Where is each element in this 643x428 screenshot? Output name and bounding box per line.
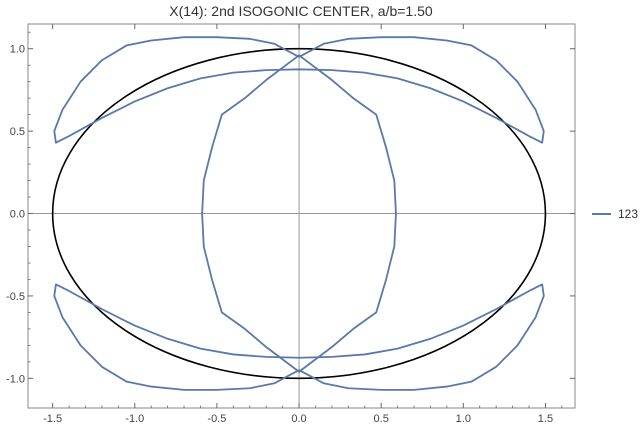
series-layer bbox=[53, 36, 545, 391]
axes-layer bbox=[28, 24, 575, 408]
x-tick-label: -0.5 bbox=[207, 413, 226, 425]
y-tick-label: -1.0 bbox=[6, 373, 25, 385]
series-0-segment-0 bbox=[53, 36, 545, 144]
plot-frame bbox=[27, 23, 576, 409]
y-tick-label: 1.0 bbox=[10, 44, 25, 56]
ellipse-layer bbox=[51, 47, 547, 380]
y-tick-label: -0.5 bbox=[6, 291, 25, 303]
x-tick-label: 0.0 bbox=[291, 413, 306, 425]
x-tick-label: 1.5 bbox=[538, 413, 553, 425]
y-tick-label: 0.0 bbox=[10, 209, 25, 221]
x-tick-label: -1.5 bbox=[43, 413, 62, 425]
y-tick-label: 0.5 bbox=[10, 126, 25, 138]
series-0-segment-2 bbox=[201, 54, 397, 373]
ticks-layer: -1.5 -1.0 -0.5 0.0 0.5 1.0 1.5 -1.0 -0.5 0.0 0.5 1.… bbox=[6, 24, 575, 425]
ellipse-curve bbox=[51, 47, 547, 380]
x-tick-label: 1.0 bbox=[456, 413, 471, 425]
series-0-segment-1 bbox=[53, 283, 545, 391]
x-tick-label: -1.0 bbox=[125, 413, 144, 425]
x-tick-label: 0.5 bbox=[374, 413, 389, 425]
legend: 123 bbox=[592, 207, 638, 221]
chart-title: X(14): 2nd ISOGONIC CENTER, a/b=1.50 bbox=[169, 3, 433, 19]
legend-label: 123 bbox=[618, 207, 638, 221]
